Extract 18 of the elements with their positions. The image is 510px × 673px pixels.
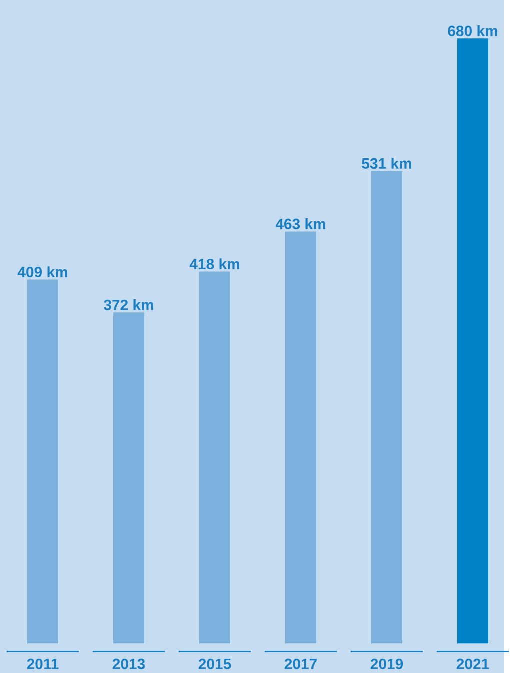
x-tick-label: 2019 bbox=[371, 658, 404, 670]
bar bbox=[200, 272, 231, 644]
bar bbox=[114, 312, 145, 644]
bar bbox=[458, 38, 489, 644]
data-label: 463 km bbox=[276, 218, 326, 230]
data-label: 372 km bbox=[104, 299, 154, 310]
data-label: 680 km bbox=[448, 25, 498, 36]
data-label: 418 km bbox=[190, 258, 240, 270]
bar bbox=[28, 280, 59, 644]
x-tick-label: 2015 bbox=[199, 658, 232, 670]
bar bbox=[286, 232, 317, 644]
x-tick-label: 2021 bbox=[457, 658, 490, 670]
x-tick-label: 2013 bbox=[113, 658, 146, 670]
x-tick-label: 2011 bbox=[27, 658, 59, 670]
data-label: 409 km bbox=[18, 266, 68, 278]
bar bbox=[372, 171, 403, 644]
data-label: 531 km bbox=[362, 158, 412, 170]
x-tick-label: 2017 bbox=[285, 658, 318, 670]
